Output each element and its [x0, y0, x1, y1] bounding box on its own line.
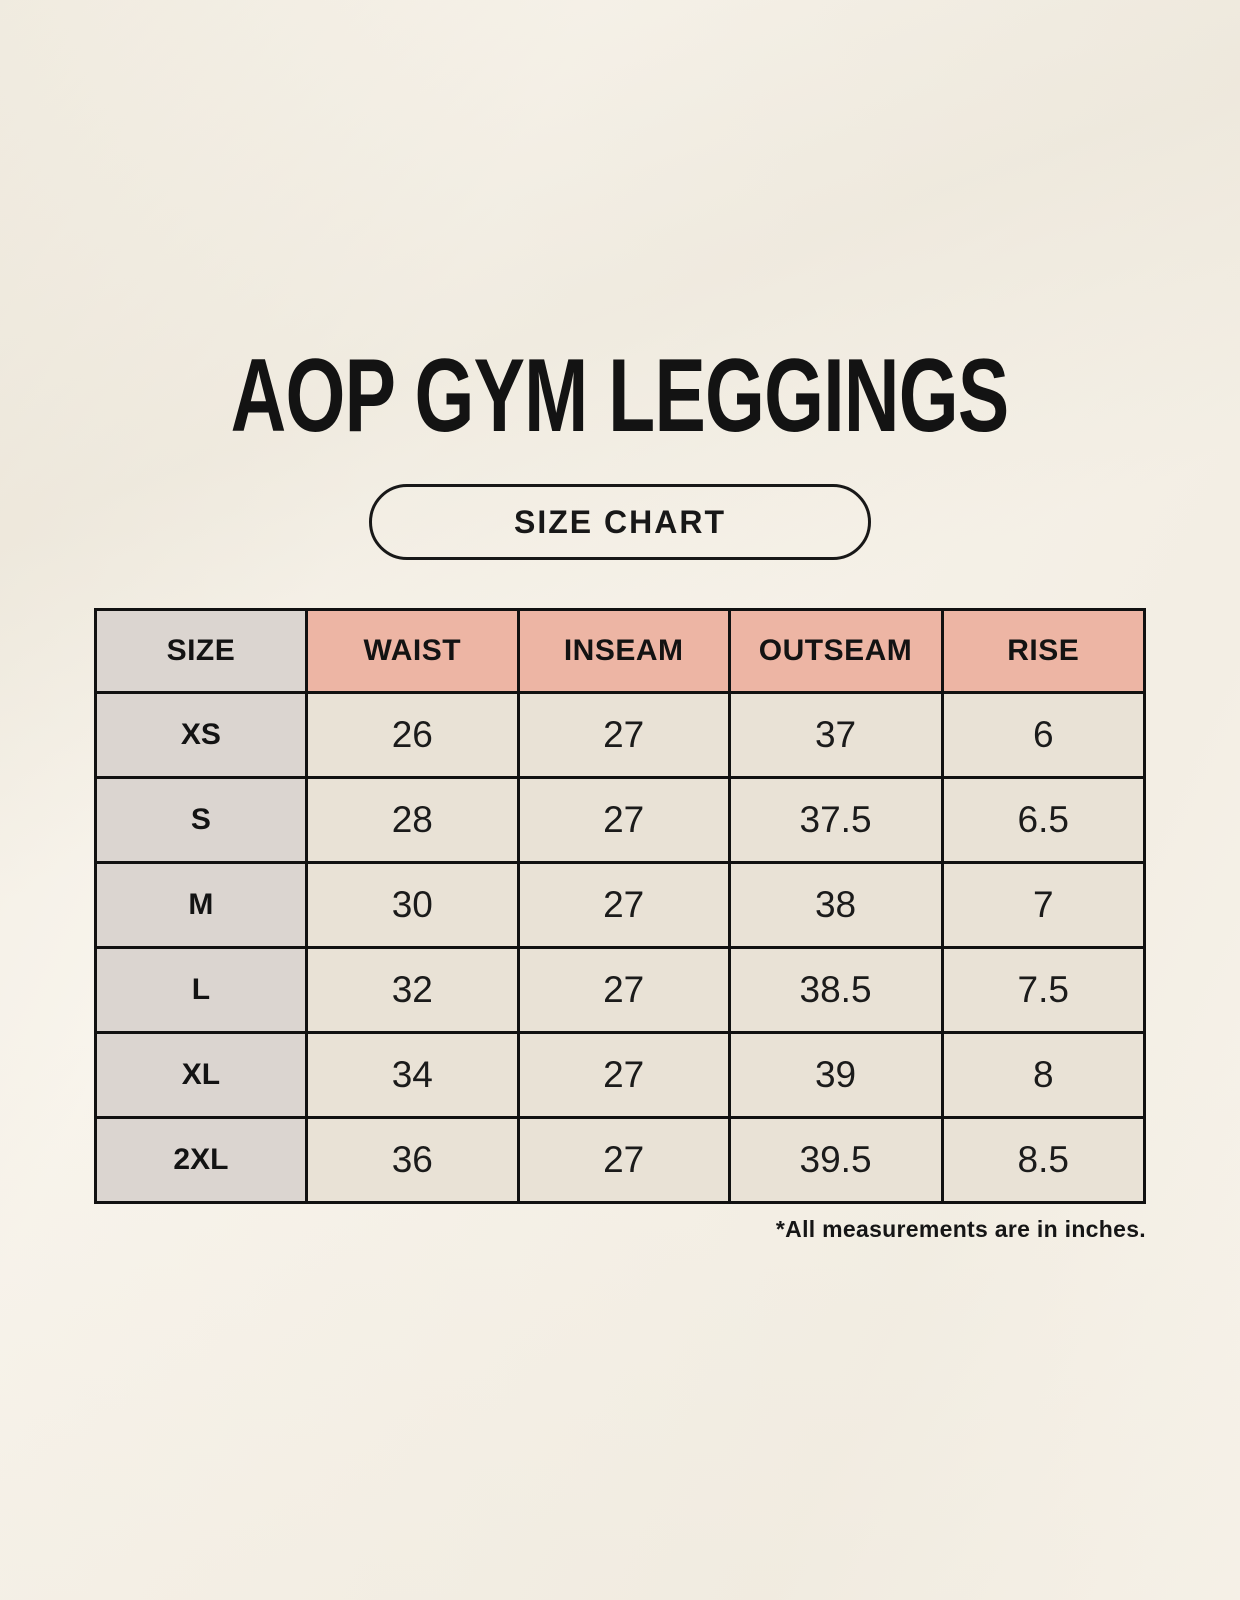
- column-header-rise: RISE: [940, 608, 1147, 694]
- size-chart-badge: SIZE CHART: [369, 484, 871, 560]
- outseam-cell: 37: [727, 691, 944, 779]
- column-header-outseam: OUTSEAM: [727, 608, 944, 694]
- rise-cell: 8.5: [940, 1116, 1147, 1204]
- inseam-cell: 27: [516, 1116, 731, 1204]
- waist-cell: 34: [304, 1031, 520, 1119]
- size-cell: 2XL: [94, 1116, 308, 1204]
- rise-cell: 7.5: [940, 946, 1147, 1034]
- product-title: AOP GYM LEGGINGS: [0, 344, 1240, 448]
- outseam-cell: 39.5: [727, 1116, 944, 1204]
- inseam-cell: 27: [516, 946, 731, 1034]
- size-chart-table: SIZE WAIST INSEAM OUTSEAM RISE XS 26 27 …: [94, 608, 1147, 1204]
- outseam-cell: 38.5: [727, 946, 944, 1034]
- size-chart-badge-label: SIZE CHART: [514, 503, 726, 540]
- table-row-xs: XS 26 27 37 6: [94, 691, 1147, 779]
- outseam-cell: 38: [727, 861, 944, 949]
- column-header-size: SIZE: [94, 608, 308, 694]
- rise-cell: 6: [940, 691, 1147, 779]
- inseam-cell: 27: [516, 691, 731, 779]
- size-cell: M: [94, 861, 308, 949]
- waist-cell: 36: [304, 1116, 520, 1204]
- table-row-l: L 32 27 38.5 7.5: [94, 946, 1147, 1034]
- table-row-xl: XL 34 27 39 8: [94, 1031, 1147, 1119]
- outseam-cell: 37.5: [727, 776, 944, 864]
- waist-cell: 30: [304, 861, 520, 949]
- size-cell: XL: [94, 1031, 308, 1119]
- waist-cell: 32: [304, 946, 520, 1034]
- inseam-cell: 27: [516, 1031, 731, 1119]
- table-row-m: M 30 27 38 7: [94, 861, 1147, 949]
- size-cell: L: [94, 946, 308, 1034]
- product-title-text: AOP GYM LEGGINGS: [231, 338, 1010, 454]
- size-cell: S: [94, 776, 308, 864]
- inseam-cell: 27: [516, 861, 731, 949]
- outseam-cell: 39: [727, 1031, 944, 1119]
- inseam-cell: 27: [516, 776, 731, 864]
- measurements-footnote: *All measurements are in inches.: [775, 1216, 1146, 1242]
- column-header-waist: WAIST: [304, 608, 520, 694]
- waist-cell: 28: [304, 776, 520, 864]
- column-header-inseam: INSEAM: [516, 608, 731, 694]
- table-header-row: SIZE WAIST INSEAM OUTSEAM RISE: [94, 608, 1147, 694]
- table-row-s: S 28 27 37.5 6.5: [94, 776, 1147, 864]
- rise-cell: 7: [940, 861, 1147, 949]
- waist-cell: 26: [304, 691, 520, 779]
- rise-cell: 8: [940, 1031, 1147, 1119]
- table-row-2xl: 2XL 36 27 39.5 8.5: [94, 1116, 1147, 1204]
- rise-cell: 6.5: [940, 776, 1147, 864]
- size-cell: XS: [94, 691, 308, 779]
- size-chart-container: SIZE WAIST INSEAM OUTSEAM RISE XS 26 27 …: [94, 608, 1147, 1243]
